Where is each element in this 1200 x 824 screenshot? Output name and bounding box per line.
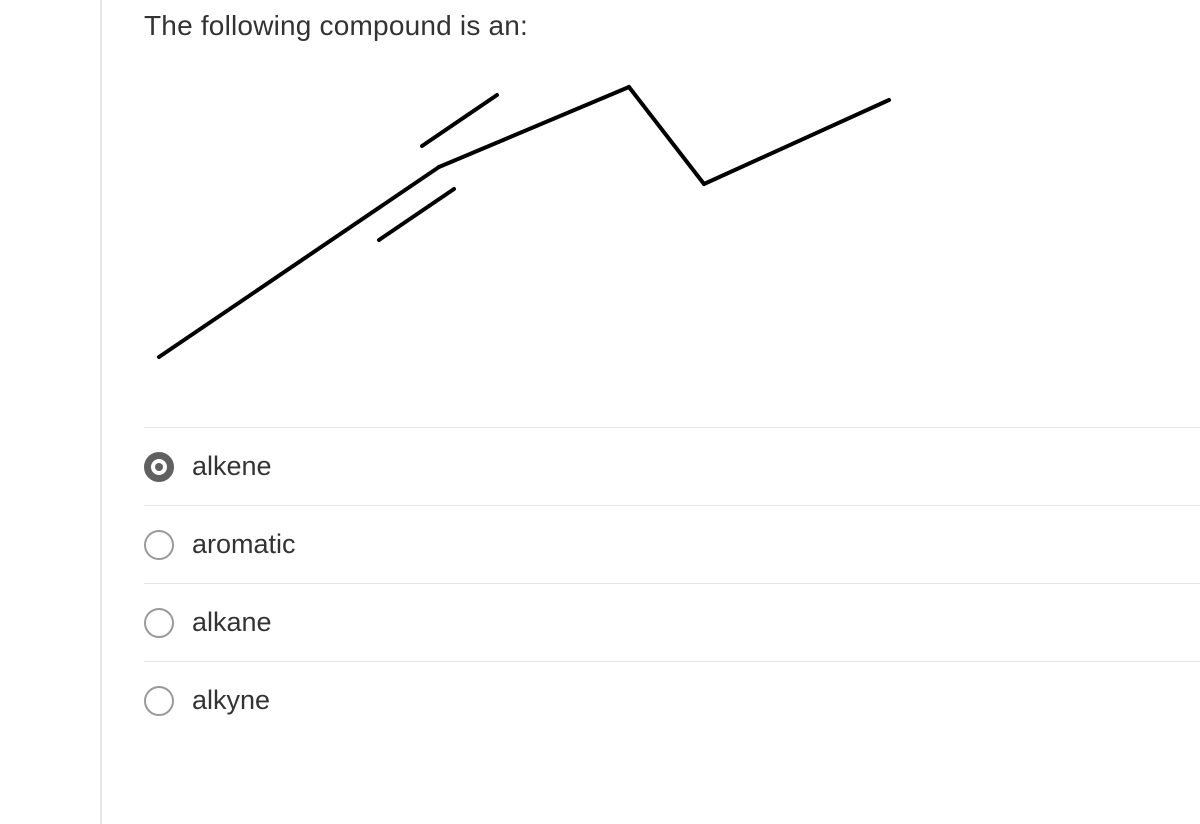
- option-alkane[interactable]: alkane: [144, 583, 1200, 661]
- question-text: The following compound is an:: [144, 10, 1200, 42]
- radio-button-aromatic[interactable]: [144, 530, 174, 560]
- option-label-alkyne: alkyne: [192, 685, 270, 716]
- option-label-alkene: alkene: [192, 451, 272, 482]
- option-aromatic[interactable]: aromatic: [144, 505, 1200, 583]
- option-label-alkane: alkane: [192, 607, 272, 638]
- option-label-aromatic: aromatic: [192, 529, 296, 560]
- radio-button-alkyne[interactable]: [144, 686, 174, 716]
- question-container: The following compound is an: alkene aro…: [100, 0, 1200, 824]
- compound-diagram: [144, 52, 894, 372]
- options-list: alkene aromatic alkane alkyne: [144, 427, 1200, 739]
- option-alkyne[interactable]: alkyne: [144, 661, 1200, 739]
- option-alkene[interactable]: alkene: [144, 427, 1200, 505]
- radio-button-alkene[interactable]: [144, 452, 174, 482]
- radio-button-alkane[interactable]: [144, 608, 174, 638]
